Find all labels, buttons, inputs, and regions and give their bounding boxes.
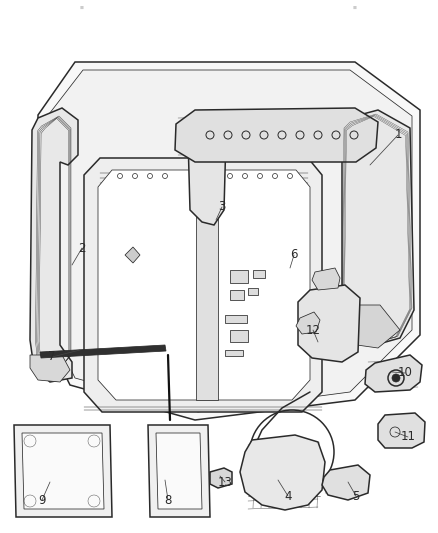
Polygon shape (240, 435, 325, 510)
Text: 6: 6 (290, 248, 298, 262)
Text: 4: 4 (284, 489, 292, 503)
Text: 5: 5 (352, 489, 360, 503)
Text: 9: 9 (38, 494, 46, 506)
Bar (230, 290, 244, 300)
Bar (225, 315, 247, 323)
Circle shape (392, 374, 400, 382)
Polygon shape (365, 355, 422, 392)
Text: 7: 7 (48, 351, 56, 364)
Bar (230, 270, 248, 283)
Text: 13: 13 (218, 475, 233, 489)
Polygon shape (188, 118, 226, 225)
Polygon shape (296, 312, 320, 334)
Text: 10: 10 (398, 367, 413, 379)
Polygon shape (30, 355, 70, 382)
Text: 12: 12 (305, 324, 321, 336)
Bar (248, 288, 258, 295)
Text: 11: 11 (400, 431, 416, 443)
Bar (253, 270, 265, 278)
Polygon shape (38, 62, 420, 420)
Polygon shape (14, 425, 112, 517)
Bar (230, 330, 248, 342)
Polygon shape (148, 425, 210, 517)
Polygon shape (298, 285, 360, 362)
Polygon shape (342, 110, 414, 345)
Text: 3: 3 (218, 200, 226, 214)
Polygon shape (175, 108, 378, 162)
Polygon shape (40, 345, 166, 358)
Polygon shape (84, 158, 322, 412)
Bar (330, 328, 340, 336)
Polygon shape (46, 70, 412, 412)
Bar (308, 308, 318, 316)
Polygon shape (156, 433, 202, 509)
Polygon shape (210, 468, 232, 488)
Bar (308, 328, 318, 336)
Polygon shape (378, 413, 425, 448)
Text: 8: 8 (164, 494, 172, 506)
Polygon shape (322, 465, 370, 500)
Text: ■: ■ (353, 6, 357, 10)
Bar (212, 474, 220, 480)
Text: 2: 2 (78, 241, 86, 254)
Text: ■: ■ (80, 6, 84, 10)
Bar (225, 350, 243, 356)
Polygon shape (98, 170, 310, 400)
Polygon shape (312, 268, 340, 290)
Polygon shape (30, 108, 78, 382)
Polygon shape (22, 433, 104, 509)
Polygon shape (125, 247, 140, 263)
Bar (330, 308, 340, 316)
Text: 1: 1 (394, 128, 402, 141)
Polygon shape (336, 305, 400, 348)
Polygon shape (196, 170, 218, 400)
